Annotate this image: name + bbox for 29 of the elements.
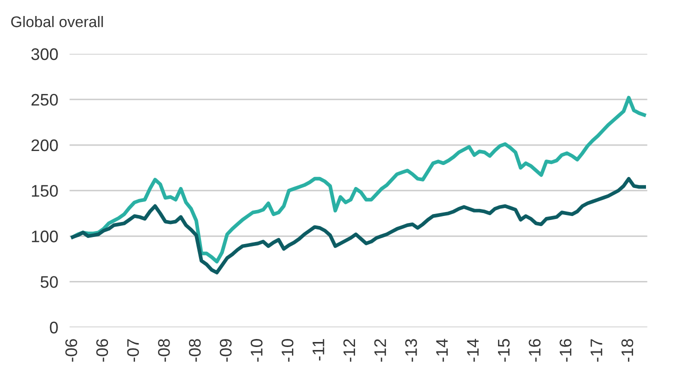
y-tick-label: 300	[31, 48, 58, 60]
x-tick-label: -09	[220, 339, 232, 362]
x-tick-label: -08	[188, 339, 201, 362]
x-tick-label: -06	[96, 339, 108, 362]
y-axis-title: Global overall	[11, 16, 103, 28]
x-tick-label: -06	[65, 339, 78, 362]
y-tick-label: 200	[32, 139, 58, 152]
x-tick-label: -17	[590, 339, 602, 362]
x-tick-label: -10	[282, 339, 294, 362]
x-tick-label: -18	[621, 339, 634, 362]
x-tick-label: -16	[528, 339, 541, 362]
x-tick-label: -12	[374, 339, 386, 362]
line-series	[70, 176, 646, 274]
y-tick-label: 50	[40, 276, 58, 288]
y-tick-label: 100	[32, 230, 58, 242]
x-tick-label: -12	[343, 339, 356, 362]
x-tick-label: -10	[250, 339, 263, 362]
y-tick-label: 250	[32, 94, 58, 106]
x-tick-label: -14	[436, 338, 448, 362]
x-tick-label: -11	[312, 339, 324, 360]
x-tick-label: -14	[467, 338, 479, 362]
x-tick-label: -15	[498, 339, 510, 362]
x-tick-label: -16	[560, 339, 572, 362]
x-tick-label: -13	[405, 339, 417, 362]
y-tick-label: 0	[50, 322, 58, 334]
x-tick-label: -08	[158, 339, 170, 362]
x-tick-label: -07	[127, 339, 139, 362]
line-series	[70, 96, 646, 264]
y-tick-label: 150	[32, 184, 58, 197]
